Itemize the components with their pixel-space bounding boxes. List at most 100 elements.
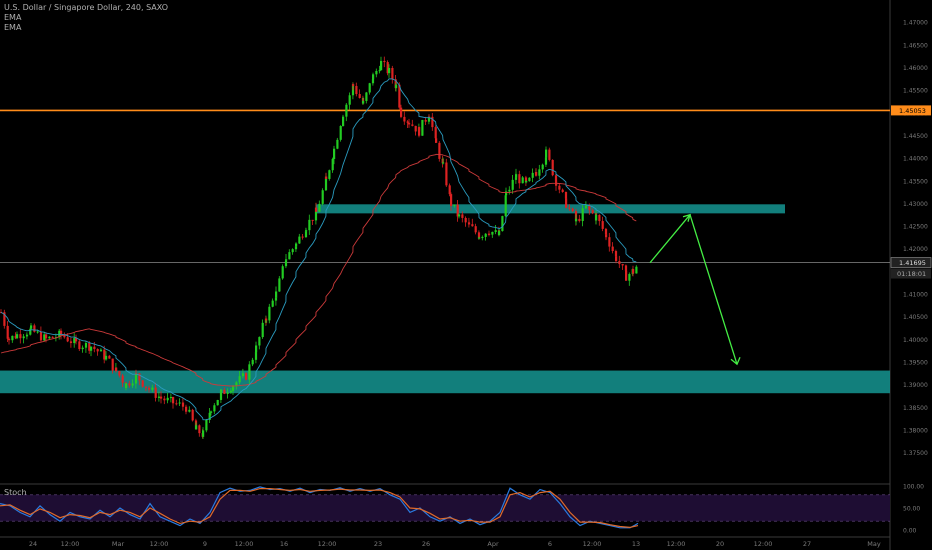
candle-body[interactable] bbox=[531, 172, 534, 178]
candle-body[interactable] bbox=[635, 266, 638, 274]
candle-body[interactable] bbox=[60, 330, 63, 335]
candle-body[interactable] bbox=[111, 358, 114, 371]
candle-body[interactable] bbox=[383, 60, 386, 63]
candle-body[interactable] bbox=[471, 224, 474, 227]
candle-body[interactable] bbox=[163, 398, 166, 401]
candle-body[interactable] bbox=[398, 84, 401, 108]
candle-body[interactable] bbox=[251, 359, 254, 365]
candle-body[interactable] bbox=[621, 264, 624, 266]
candle-body[interactable] bbox=[208, 412, 211, 420]
candle-body[interactable] bbox=[258, 337, 261, 346]
candle-body[interactable] bbox=[605, 234, 608, 238]
candle-body[interactable] bbox=[14, 335, 17, 339]
candle-body[interactable] bbox=[525, 181, 528, 183]
candle-body[interactable] bbox=[315, 207, 318, 212]
candle-body[interactable] bbox=[598, 214, 601, 222]
candle-body[interactable] bbox=[160, 396, 163, 399]
candle-body[interactable] bbox=[403, 116, 406, 122]
candle-body[interactable] bbox=[564, 191, 568, 199]
candle-body[interactable] bbox=[535, 172, 538, 176]
candle-body[interactable] bbox=[308, 219, 311, 231]
candle-body[interactable] bbox=[226, 392, 229, 394]
candle-body[interactable] bbox=[378, 70, 381, 72]
candle-body[interactable] bbox=[281, 266, 284, 279]
candle-body[interactable] bbox=[478, 237, 481, 239]
candle-body[interactable] bbox=[304, 231, 308, 238]
candle-body[interactable] bbox=[494, 230, 497, 232]
candle-body[interactable] bbox=[39, 331, 43, 341]
candle-body[interactable] bbox=[474, 226, 477, 233]
candle-body[interactable] bbox=[450, 194, 453, 206]
candle-body[interactable] bbox=[219, 391, 223, 400]
candle-body[interactable] bbox=[380, 60, 383, 71]
candle-body[interactable] bbox=[191, 409, 194, 421]
candle-body[interactable] bbox=[358, 94, 361, 98]
candle-body[interactable] bbox=[73, 338, 76, 344]
candle-body[interactable] bbox=[434, 127, 437, 139]
candle-body[interactable] bbox=[442, 162, 445, 164]
candle-body[interactable] bbox=[468, 223, 471, 225]
candle-body[interactable] bbox=[305, 230, 308, 232]
candle-body[interactable] bbox=[45, 334, 48, 339]
candle-body[interactable] bbox=[69, 341, 73, 344]
candle-body[interactable] bbox=[19, 334, 22, 339]
candle-body[interactable] bbox=[435, 138, 438, 143]
candle-body[interactable] bbox=[515, 174, 518, 178]
candle-body[interactable] bbox=[625, 270, 628, 281]
candle-body[interactable] bbox=[213, 405, 216, 412]
candle-body[interactable] bbox=[103, 349, 106, 360]
candle-body[interactable] bbox=[241, 373, 245, 377]
candle-body[interactable] bbox=[157, 396, 161, 398]
candle-body[interactable] bbox=[333, 148, 336, 160]
candle-body[interactable] bbox=[458, 214, 461, 217]
candle-body[interactable] bbox=[632, 269, 635, 274]
candle-body[interactable] bbox=[339, 126, 342, 140]
candle-body[interactable] bbox=[328, 170, 331, 179]
candle-body[interactable] bbox=[229, 390, 233, 393]
candle-body[interactable] bbox=[261, 322, 264, 338]
candle-body[interactable] bbox=[628, 274, 631, 281]
candle-body[interactable] bbox=[524, 177, 528, 183]
candle-body[interactable] bbox=[202, 430, 205, 437]
candle-body[interactable] bbox=[188, 409, 191, 412]
candle-body[interactable] bbox=[331, 159, 334, 171]
candle-body[interactable] bbox=[134, 373, 138, 384]
candle-body[interactable] bbox=[578, 218, 581, 222]
candle-body[interactable] bbox=[325, 176, 328, 179]
candle-body[interactable] bbox=[406, 121, 409, 123]
candle-body[interactable] bbox=[36, 331, 39, 333]
candle-body[interactable] bbox=[90, 346, 93, 351]
candle-body[interactable] bbox=[275, 291, 278, 298]
candle-body[interactable] bbox=[254, 352, 258, 360]
candle-body[interactable] bbox=[427, 116, 431, 122]
candle-body[interactable] bbox=[108, 355, 111, 359]
candle-body[interactable] bbox=[411, 124, 414, 126]
candle-body[interactable] bbox=[611, 246, 614, 252]
candle-body[interactable] bbox=[278, 278, 281, 292]
candle-body[interactable] bbox=[481, 236, 484, 238]
candle-body[interactable] bbox=[268, 306, 271, 321]
candle-body[interactable] bbox=[388, 67, 391, 74]
candle-body[interactable] bbox=[195, 425, 198, 430]
candle-body[interactable] bbox=[453, 204, 456, 206]
candle-body[interactable] bbox=[581, 208, 584, 222]
candle-body[interactable] bbox=[348, 95, 351, 105]
candle-body[interactable] bbox=[11, 335, 14, 341]
candle-body[interactable] bbox=[6, 325, 9, 339]
candle-body[interactable] bbox=[321, 190, 324, 204]
candle-body[interactable] bbox=[318, 203, 321, 212]
candle-body[interactable] bbox=[511, 179, 514, 190]
candle-body[interactable] bbox=[424, 119, 427, 122]
candle-body[interactable] bbox=[96, 349, 99, 352]
candle-body[interactable] bbox=[8, 338, 11, 341]
candle-body[interactable] bbox=[575, 218, 578, 222]
candle-body[interactable] bbox=[352, 84, 355, 86]
candle-body[interactable] bbox=[431, 116, 434, 128]
candle-body[interactable] bbox=[285, 259, 288, 261]
candle-body[interactable] bbox=[75, 338, 78, 342]
candle-body[interactable] bbox=[238, 376, 241, 383]
upper-zone[interactable] bbox=[316, 204, 785, 214]
ema-indicator-2[interactable]: EMA bbox=[4, 23, 22, 32]
candle-body[interactable] bbox=[538, 169, 541, 176]
candle-body[interactable] bbox=[301, 236, 304, 238]
